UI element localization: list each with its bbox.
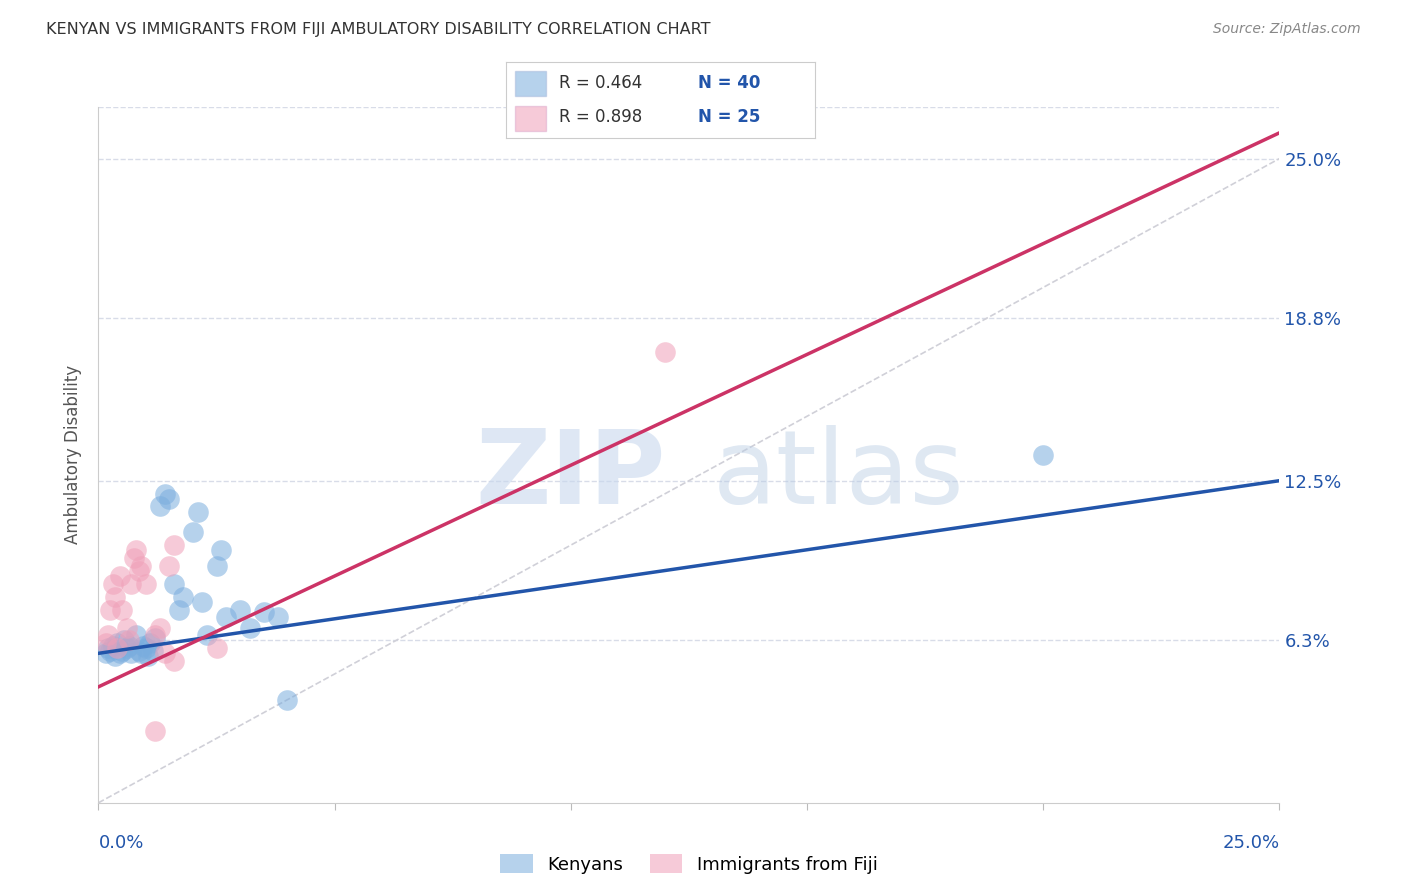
Point: [167, 602, 190, 616]
Text: ZIP: ZIP: [475, 425, 665, 526]
Point: [153, 486, 176, 500]
Point: [157, 558, 180, 573]
Point: [136, 648, 159, 663]
Y-axis label: Ambulatory Disability: Ambulatory Disability: [65, 366, 83, 544]
Point: [115, 621, 138, 635]
Point: [111, 602, 134, 616]
Text: N = 40: N = 40: [697, 74, 761, 92]
Point: [187, 505, 209, 519]
Point: [101, 639, 124, 653]
Point: [129, 558, 152, 573]
Point: [101, 576, 124, 591]
Point: [149, 500, 172, 514]
Point: [1032, 448, 1054, 462]
Point: [105, 636, 128, 650]
Point: [111, 644, 134, 658]
Point: [125, 628, 148, 642]
Point: [121, 576, 143, 591]
Point: [128, 644, 150, 658]
Text: 0.0%: 0.0%: [98, 834, 143, 852]
Point: [97, 641, 120, 656]
Point: [135, 576, 157, 591]
Point: [94, 646, 117, 660]
Point: [97, 628, 120, 642]
Point: [98, 602, 121, 616]
Text: Source: ZipAtlas.com: Source: ZipAtlas.com: [1213, 22, 1361, 37]
Point: [267, 610, 290, 624]
Text: R = 0.464: R = 0.464: [558, 74, 643, 92]
Point: [105, 641, 128, 656]
Point: [104, 590, 127, 604]
Point: [205, 558, 228, 573]
Point: [98, 644, 121, 658]
Point: [153, 646, 176, 660]
Point: [139, 636, 162, 650]
Point: [108, 646, 131, 660]
Point: [143, 723, 166, 738]
Point: [121, 646, 143, 660]
Point: [143, 631, 166, 645]
Point: [149, 621, 172, 635]
Text: atlas: atlas: [713, 425, 965, 526]
Point: [128, 564, 150, 578]
Point: [118, 639, 141, 653]
Point: [143, 628, 166, 642]
Point: [135, 641, 157, 656]
Point: [115, 641, 138, 656]
Point: [191, 595, 214, 609]
Point: [163, 576, 186, 591]
Point: [157, 491, 180, 506]
Point: [181, 525, 204, 540]
Point: [104, 648, 127, 663]
Point: [253, 605, 276, 619]
Point: [132, 639, 155, 653]
Point: [125, 543, 148, 558]
Point: [112, 633, 135, 648]
Text: R = 0.898: R = 0.898: [558, 109, 643, 127]
Point: [205, 641, 228, 656]
Point: [209, 543, 232, 558]
Text: N = 25: N = 25: [697, 109, 761, 127]
FancyBboxPatch shape: [516, 70, 547, 95]
Point: [239, 621, 262, 635]
Point: [129, 646, 152, 660]
Point: [108, 569, 131, 583]
Point: [118, 633, 141, 648]
Point: [215, 610, 238, 624]
FancyBboxPatch shape: [516, 105, 547, 130]
Point: [94, 636, 117, 650]
Point: [172, 590, 194, 604]
Legend: Kenyans, Immigrants from Fiji: Kenyans, Immigrants from Fiji: [494, 847, 884, 880]
Point: [163, 654, 186, 668]
Point: [122, 551, 145, 566]
Point: [276, 692, 298, 706]
Point: [142, 644, 165, 658]
Text: 25.0%: 25.0%: [1222, 834, 1279, 852]
Point: [163, 538, 186, 552]
Point: [654, 344, 676, 359]
Text: KENYAN VS IMMIGRANTS FROM FIJI AMBULATORY DISABILITY CORRELATION CHART: KENYAN VS IMMIGRANTS FROM FIJI AMBULATOR…: [46, 22, 711, 37]
Point: [229, 602, 252, 616]
Point: [195, 628, 218, 642]
